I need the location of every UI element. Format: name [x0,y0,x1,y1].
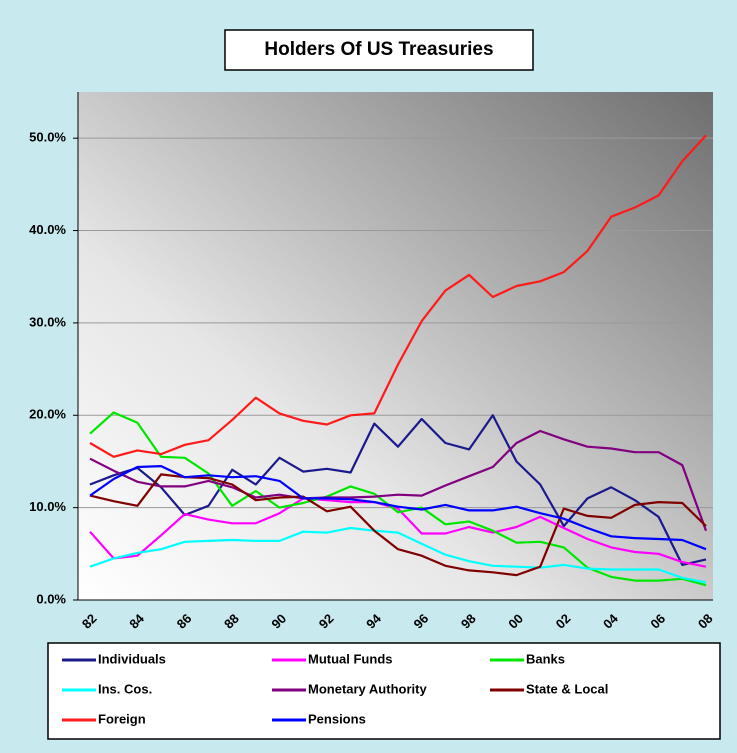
y-tick-label: 30.0% [29,314,66,329]
series-line [89,526,707,584]
chart-title: Holders Of US Treasuries [264,39,493,60]
legend-label: Ins. Cos. [98,681,152,696]
legend-label: Individuals [98,651,166,666]
y-tick-label: 50.0% [29,130,66,145]
series-line [89,429,708,532]
legend-label: Monetary Authority [308,681,427,696]
series-line [89,414,707,566]
title-box [224,29,534,71]
y-tick-label: 40.0% [29,222,66,237]
legend-label: Foreign [98,711,146,726]
legend-label: Mutual Funds [308,651,393,666]
y-tick-label: 10.0% [29,499,66,514]
legend-label: Banks [526,651,565,666]
y-tick-label: 0.0% [36,591,66,606]
series-line [89,134,707,458]
series-line [89,411,707,587]
series-line [89,497,707,568]
series-line [89,465,707,551]
legend-label: State & Local [526,681,608,696]
y-tick-label: 20.0% [29,407,66,422]
legend-label: Pensions [308,711,366,726]
legend [47,642,721,740]
